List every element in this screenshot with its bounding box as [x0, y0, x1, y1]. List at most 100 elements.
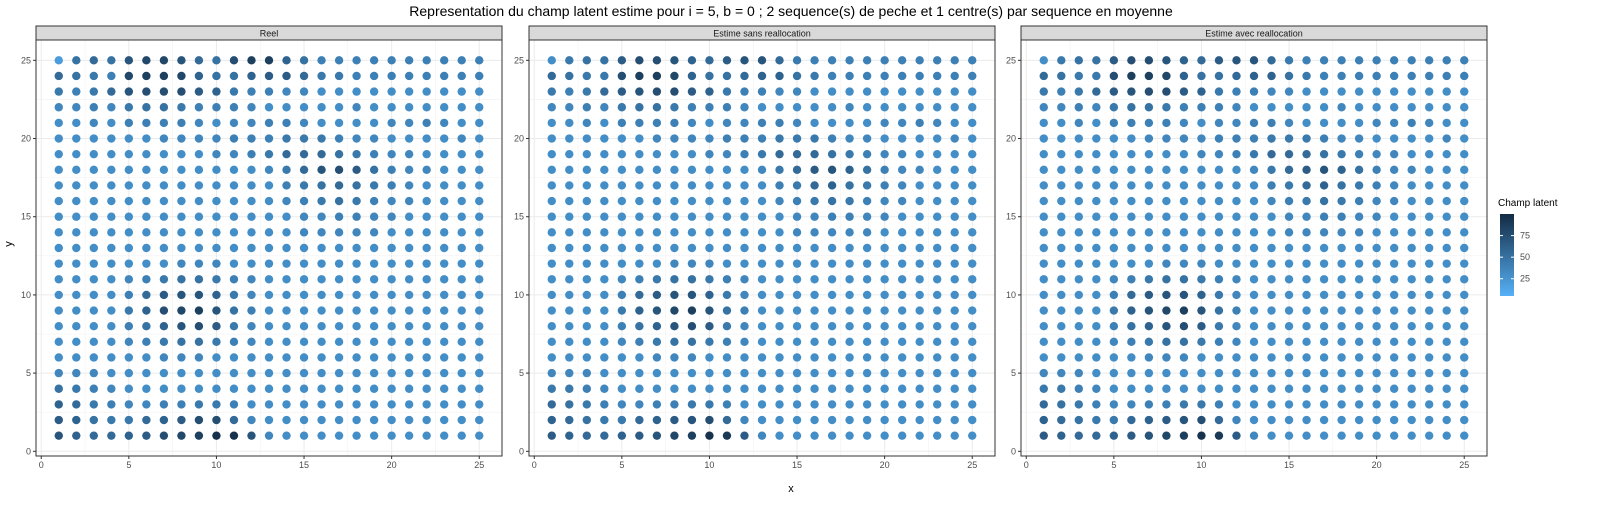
- data-point: [422, 103, 431, 112]
- data-point: [1057, 400, 1066, 409]
- data-point: [547, 368, 556, 378]
- data-point: [1372, 149, 1381, 159]
- data-point: [457, 56, 466, 65]
- data-point: [264, 228, 274, 237]
- data-point: [177, 165, 186, 174]
- data-point: [457, 165, 466, 174]
- data-point: [757, 368, 767, 378]
- data-point: [792, 181, 802, 190]
- y-tick-label: 15: [1006, 212, 1016, 222]
- data-point: [369, 165, 379, 174]
- data-point: [1302, 384, 1311, 393]
- data-point: [422, 259, 431, 268]
- data-point: [582, 212, 592, 221]
- data-point: [404, 322, 414, 331]
- data-point: [932, 384, 942, 393]
- data-point: [792, 243, 802, 253]
- data-point: [1302, 71, 1311, 81]
- data-point: [352, 56, 361, 65]
- data-point: [932, 103, 942, 112]
- data-point: [1074, 415, 1084, 425]
- data-point: [229, 56, 239, 65]
- data-point: [1179, 228, 1189, 237]
- data-point: [159, 181, 169, 190]
- data-point: [1127, 165, 1136, 174]
- data-point: [107, 337, 116, 347]
- data-point: [722, 353, 732, 362]
- data-point: [247, 322, 256, 331]
- data-point: [1372, 196, 1381, 206]
- data-point: [582, 165, 592, 174]
- data-point: [547, 181, 556, 190]
- data-point: [457, 259, 466, 268]
- data-point: [1039, 275, 1048, 284]
- data-point: [792, 103, 802, 112]
- data-point: [352, 259, 361, 268]
- data-point: [1214, 56, 1224, 65]
- data-point: [1267, 212, 1276, 221]
- data-point: [547, 87, 556, 96]
- data-point: [810, 181, 819, 190]
- data-point: [1442, 103, 1451, 112]
- data-point: [1197, 103, 1206, 112]
- data-point: [194, 353, 204, 362]
- data-point: [1144, 165, 1154, 174]
- data-point: [880, 259, 889, 268]
- y-tick-label: 5: [519, 368, 524, 378]
- data-point: [54, 56, 63, 65]
- y-tick-label: 10: [1006, 290, 1016, 300]
- data-point: [54, 306, 63, 315]
- data-point: [740, 431, 749, 440]
- data-point: [792, 196, 802, 206]
- data-point: [1249, 275, 1259, 284]
- data-point: [317, 337, 326, 347]
- data-point: [422, 384, 431, 393]
- x-tick-label: 10: [1196, 460, 1206, 470]
- data-point: [1442, 322, 1451, 331]
- data-point: [687, 306, 697, 315]
- data-point: [1319, 134, 1329, 143]
- data-point: [968, 56, 977, 65]
- data-point: [1197, 243, 1206, 253]
- data-point: [1424, 56, 1434, 65]
- data-point: [1249, 165, 1259, 174]
- data-point: [299, 290, 309, 300]
- data-point: [1389, 290, 1399, 300]
- data-point: [845, 87, 854, 96]
- data-point: [457, 103, 466, 112]
- data-point: [880, 431, 889, 440]
- data-point: [387, 181, 396, 190]
- data-point: [1337, 368, 1346, 378]
- data-point: [1302, 212, 1311, 221]
- data-point: [617, 196, 627, 206]
- data-point: [1302, 181, 1311, 190]
- data-point: [827, 212, 837, 221]
- data-point: [72, 306, 81, 315]
- data-point: [705, 415, 714, 425]
- data-point: [862, 384, 872, 393]
- data-point: [827, 56, 837, 65]
- data-point: [547, 243, 556, 253]
- data-point: [915, 71, 924, 81]
- data-point: [247, 181, 256, 190]
- data-point: [1179, 212, 1189, 221]
- data-point: [1249, 134, 1259, 143]
- data-point: [757, 56, 767, 65]
- data-point: [775, 56, 784, 65]
- data-point: [457, 118, 466, 128]
- data-point: [1162, 149, 1171, 159]
- data-point: [1179, 71, 1189, 81]
- data-point: [369, 353, 379, 362]
- data-point: [334, 259, 344, 268]
- data-point: [845, 228, 854, 237]
- data-point: [1372, 259, 1381, 268]
- data-point: [299, 71, 309, 81]
- data-point: [282, 87, 291, 96]
- data-point: [387, 56, 396, 65]
- data-point: [457, 212, 466, 221]
- data-point: [1267, 384, 1276, 393]
- data-point: [1284, 56, 1294, 65]
- data-point: [422, 56, 431, 65]
- data-point: [1092, 275, 1101, 284]
- data-point: [439, 384, 449, 393]
